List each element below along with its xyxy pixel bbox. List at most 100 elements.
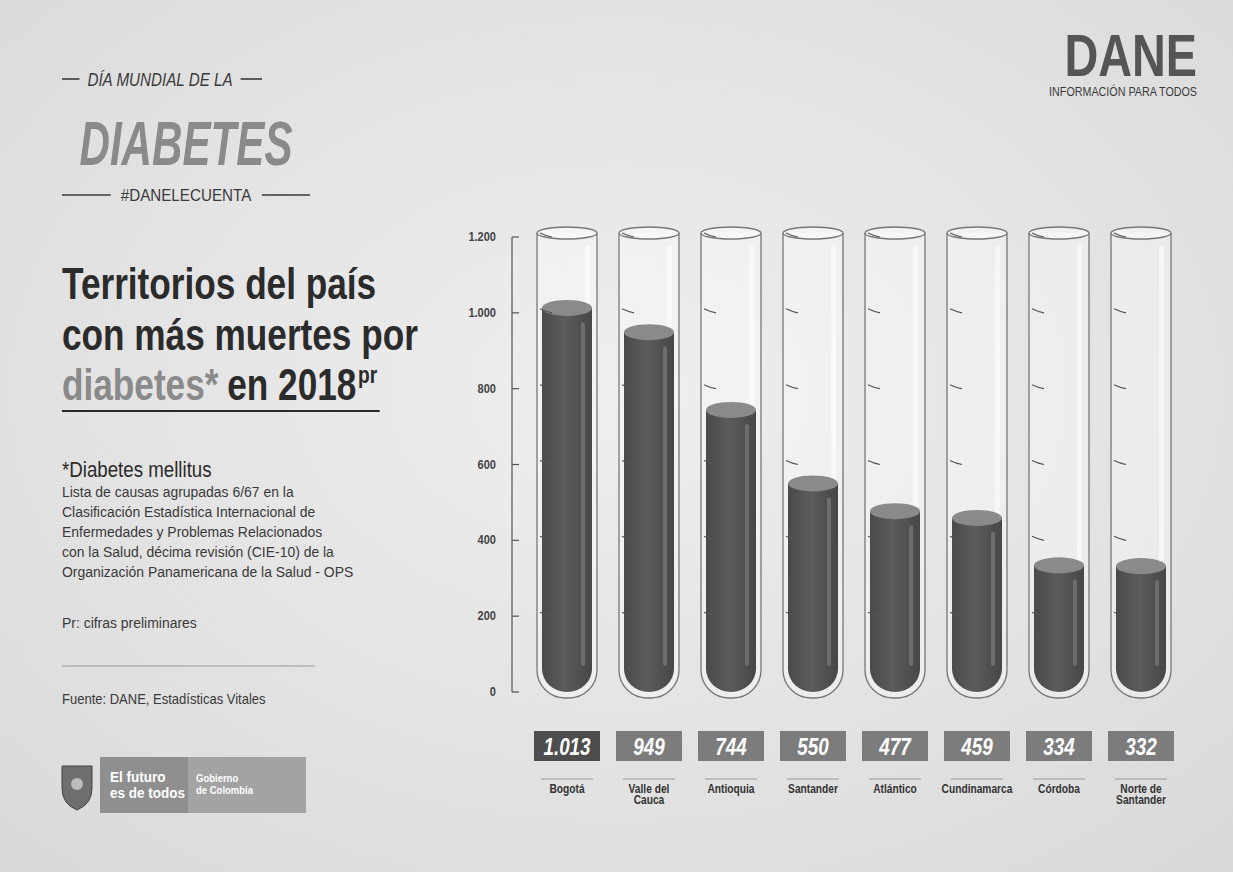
y-tick xyxy=(512,691,519,692)
bar-group xyxy=(542,300,592,692)
tube-graduations xyxy=(540,233,1126,616)
tube xyxy=(537,233,597,698)
bar-top xyxy=(624,324,674,340)
bars xyxy=(542,300,1166,692)
tube xyxy=(783,233,843,698)
label-rule xyxy=(951,779,1003,780)
hashtag-group: #DANELECUENTA xyxy=(121,187,252,204)
y-tick-label: 200 xyxy=(478,608,497,623)
bar xyxy=(952,518,1002,692)
graduation xyxy=(868,385,880,389)
y-tick-label: 600 xyxy=(478,457,497,472)
value-box xyxy=(616,731,682,761)
notes-preliminary-group: Pr: cifras preliminares xyxy=(62,615,197,632)
graduation xyxy=(704,233,716,237)
y-tick xyxy=(512,464,519,465)
value-box xyxy=(534,731,600,761)
graduation xyxy=(786,461,798,465)
notes-heading-group: *Diabetes mellitus xyxy=(62,458,212,482)
tube xyxy=(1111,233,1171,698)
logo-tagline: INFORMACIÓN PARA TODOS xyxy=(1049,84,1197,98)
bar-shine xyxy=(1073,579,1077,666)
bar-top xyxy=(952,510,1002,526)
x-label-line: Santander xyxy=(1116,793,1166,806)
y-tick-label-group: 0 xyxy=(490,684,496,699)
notes-line: Clasificación Estadística Internacional … xyxy=(62,504,315,521)
headline-line3: diabetes*en 2018pr xyxy=(62,360,378,409)
graduation xyxy=(1114,461,1126,465)
y-tick-label: 1.000 xyxy=(468,305,496,320)
y-tick-label: 400 xyxy=(478,532,497,547)
data-label: 550 xyxy=(797,734,829,759)
y-tick-label-group: 200 xyxy=(478,608,497,623)
headline-rest: en 2018 xyxy=(227,360,356,409)
header: DÍA MUNDIAL DE LADIABETES#DANELECUENTA xyxy=(62,68,310,204)
label-rule xyxy=(787,779,839,780)
graduation xyxy=(622,233,634,237)
graduation xyxy=(540,309,552,313)
graduation xyxy=(1032,612,1044,616)
data-label: 459 xyxy=(960,734,993,759)
graduation xyxy=(704,385,716,389)
bar-top xyxy=(1116,558,1166,574)
notes-source: Fuente: DANE, Estadísticas Vitales xyxy=(62,692,266,708)
y-tick-label: 1.200 xyxy=(468,229,496,244)
bar-group xyxy=(1034,557,1084,692)
dash xyxy=(262,194,310,196)
label-rule xyxy=(541,779,593,780)
graduation xyxy=(1032,233,1044,237)
tube xyxy=(1029,233,1089,698)
x-label: Cundinamarca xyxy=(942,782,1014,795)
x-label: Valle delCauca xyxy=(629,782,670,806)
graduation xyxy=(1114,536,1126,540)
value-box xyxy=(1026,731,1092,761)
data-label: 334 xyxy=(1043,734,1075,759)
graduation xyxy=(540,461,552,465)
tube-rim xyxy=(619,227,679,239)
x-label-group: Cundinamarca xyxy=(942,782,1014,795)
shield-detail xyxy=(71,778,83,790)
headline-underline xyxy=(62,410,380,412)
graduation xyxy=(786,385,798,389)
logo: DANEINFORMACIÓN PARA TODOS xyxy=(1049,21,1197,98)
slogan-group: es de todos xyxy=(110,784,185,801)
data-label: 949 xyxy=(633,734,665,759)
notes: *Diabetes mellitus Lista de causas agrupa… xyxy=(62,458,353,708)
notes-line: Enfermedades y Problemas Relacionados xyxy=(62,524,322,541)
graduation xyxy=(786,309,798,313)
x-label-group: Norte deSantander xyxy=(1116,782,1166,806)
headline-line-group: con más muertes por xyxy=(62,310,418,359)
bar xyxy=(542,308,592,692)
graduation xyxy=(950,309,962,313)
y-tick-label: 0 xyxy=(490,684,496,699)
x-label: Santander xyxy=(788,782,838,795)
bar xyxy=(706,410,756,692)
bar xyxy=(624,332,674,692)
bar xyxy=(870,511,920,692)
notes-line: Lista de causas agrupadas 6/67 en la xyxy=(62,484,295,501)
label-rule xyxy=(1115,779,1167,780)
graduation xyxy=(950,233,962,237)
headline-line3-group: diabetes*en 2018pr xyxy=(62,360,378,409)
infographic: DÍA MUNDIAL DE LADIABETES#DANELECUENTA DA… xyxy=(0,0,1233,872)
notes-preliminary: Pr: cifras preliminares xyxy=(62,615,197,632)
bar-top xyxy=(1034,557,1084,573)
kicker: DÍA MUNDIAL DE LA xyxy=(87,68,232,90)
data-label: 477 xyxy=(878,734,912,759)
hashtag: #DANELECUENTA xyxy=(121,187,252,204)
bar xyxy=(788,483,838,692)
logo-name: DANE xyxy=(1064,21,1197,88)
tube xyxy=(865,233,925,698)
graduation xyxy=(622,385,634,389)
graduation xyxy=(868,612,880,616)
tube-rim xyxy=(1111,227,1171,239)
data-labels: 1.013949744550477459334332 xyxy=(534,731,1174,779)
y-tick-label-group: 1.000 xyxy=(468,305,496,320)
x-label-group: Antioquia xyxy=(708,782,756,795)
label-rule xyxy=(623,779,675,780)
bar-group xyxy=(870,503,920,692)
y-tick xyxy=(512,540,519,541)
graduation xyxy=(704,612,716,616)
x-label: Bogotá xyxy=(549,782,585,795)
x-label-group: Valle delCauca xyxy=(629,782,670,806)
